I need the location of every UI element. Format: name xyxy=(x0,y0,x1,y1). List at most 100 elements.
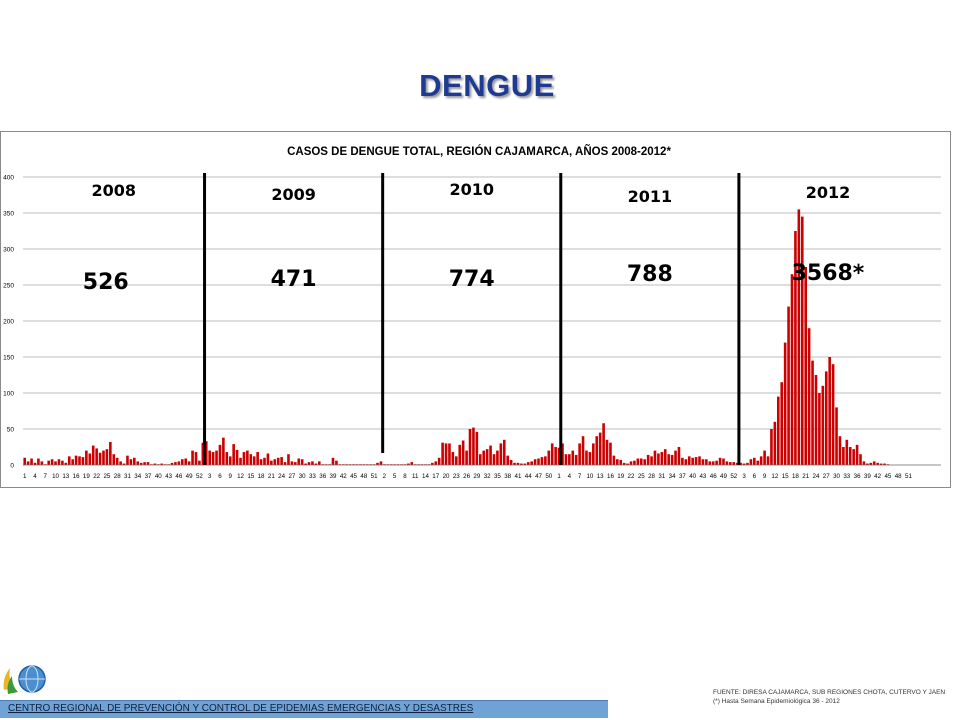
bar xyxy=(684,459,688,465)
y-tick-label: 0 xyxy=(10,463,14,470)
year-label: 2012 xyxy=(806,183,851,202)
x-tick-label: 36 xyxy=(854,473,861,480)
bar xyxy=(57,459,61,465)
bar xyxy=(876,462,879,465)
bar xyxy=(732,462,736,465)
x-tick-label: 36 xyxy=(319,473,326,480)
bar xyxy=(872,461,876,465)
bar xyxy=(797,209,801,465)
bar xyxy=(119,461,122,465)
y-tick-label: 100 xyxy=(3,391,14,398)
bar xyxy=(115,457,119,465)
bar xyxy=(602,423,605,465)
bar xyxy=(136,461,140,465)
bar xyxy=(410,462,414,465)
bar xyxy=(838,436,842,465)
footer-bar: CENTRO REGIONAL DE PREVENCIÓN Y CONTROL … xyxy=(0,700,608,718)
x-tick-label: 48 xyxy=(360,473,367,480)
bar xyxy=(280,457,283,465)
bar xyxy=(40,461,44,465)
year-label: 2008 xyxy=(92,181,137,200)
bar xyxy=(670,454,674,465)
bar xyxy=(208,450,211,465)
bar xyxy=(571,450,575,465)
x-tick-label: 45 xyxy=(350,473,357,480)
bar xyxy=(804,267,807,465)
bar xyxy=(112,454,116,465)
bar xyxy=(595,436,599,465)
x-tick-label: 4 xyxy=(568,473,572,480)
bar xyxy=(122,463,126,465)
bar xyxy=(568,454,571,465)
bar xyxy=(636,458,640,465)
x-tick-label: 42 xyxy=(340,473,347,480)
x-tick-label: 32 xyxy=(484,473,491,480)
x-tick-label: 46 xyxy=(175,473,182,480)
bar xyxy=(592,443,595,465)
x-tick-label: 15 xyxy=(247,473,254,480)
x-tick-label: 9 xyxy=(229,473,233,480)
bar xyxy=(331,457,335,465)
bar xyxy=(581,436,585,465)
bar xyxy=(701,459,705,465)
x-tick-label: 30 xyxy=(299,473,306,480)
y-tick-label: 200 xyxy=(3,319,14,326)
footer-text: CENTRO REGIONAL DE PREVENCIÓN Y CONTROL … xyxy=(8,703,474,714)
x-tick-label: 22 xyxy=(628,473,635,480)
bar xyxy=(482,450,486,465)
x-tick-label: 9 xyxy=(763,473,767,480)
bar xyxy=(687,456,691,465)
x-tick-label: 3 xyxy=(742,473,746,480)
bar xyxy=(619,459,623,465)
x-tick-label: 48 xyxy=(895,473,902,480)
bar xyxy=(578,443,581,465)
bar xyxy=(574,454,578,465)
x-tick-label: 35 xyxy=(494,473,501,480)
x-tick-label: 5 xyxy=(393,473,397,480)
bar xyxy=(143,462,146,465)
bar xyxy=(307,462,311,465)
bar xyxy=(540,457,544,465)
bar xyxy=(88,453,92,465)
bar xyxy=(622,462,626,465)
bar xyxy=(85,450,88,465)
bar xyxy=(294,462,297,465)
bar xyxy=(725,461,729,465)
x-tick-label: 50 xyxy=(545,473,552,480)
x-tick-label: 1 xyxy=(23,473,27,480)
bar xyxy=(718,457,722,465)
x-tick-label: 27 xyxy=(288,473,295,480)
bar xyxy=(729,462,732,465)
bar xyxy=(561,443,564,465)
bar xyxy=(824,371,828,465)
source-line-1: FUENTE: DIRESA CAJAMARCA, SUB REGIONES C… xyxy=(713,689,946,696)
x-tick-label: 49 xyxy=(720,473,727,480)
year-label: 2011 xyxy=(628,187,673,206)
bar xyxy=(239,457,242,465)
bar xyxy=(547,450,551,465)
source-line-2: (*) Hasta Semana Epidemiológica 36 - 201… xyxy=(713,698,840,705)
bar xyxy=(215,450,218,465)
x-tick-label: 16 xyxy=(607,473,614,480)
bar xyxy=(739,462,742,465)
bar xyxy=(790,274,794,465)
x-tick-label: 12 xyxy=(771,473,778,480)
bar xyxy=(653,450,657,465)
x-tick-label: 43 xyxy=(165,473,172,480)
bar xyxy=(667,454,670,465)
bar xyxy=(722,458,725,465)
bar xyxy=(376,462,379,465)
bar xyxy=(431,462,434,465)
bar xyxy=(232,444,235,465)
bar xyxy=(715,460,718,465)
bar xyxy=(818,393,821,465)
bar xyxy=(198,460,201,465)
bar xyxy=(283,462,287,465)
bar xyxy=(98,452,102,465)
x-tick-label: 21 xyxy=(802,473,809,480)
bar xyxy=(102,450,105,465)
bar xyxy=(766,456,770,465)
x-tick-label: 25 xyxy=(638,473,645,480)
bar xyxy=(218,444,222,465)
bar xyxy=(74,455,78,465)
